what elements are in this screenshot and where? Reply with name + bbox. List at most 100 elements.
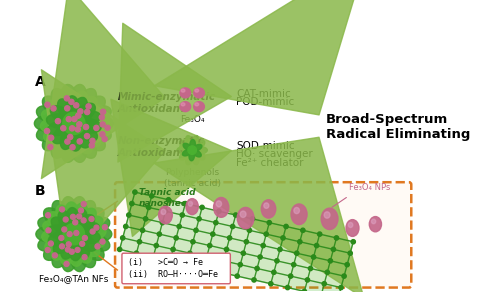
Ellipse shape [74,239,92,263]
Circle shape [102,136,107,142]
Circle shape [95,244,100,249]
Circle shape [45,102,50,107]
Ellipse shape [60,129,76,156]
Text: A: A [35,75,45,89]
Ellipse shape [83,226,112,242]
Circle shape [100,239,105,244]
Ellipse shape [77,236,100,256]
Circle shape [168,259,172,263]
Ellipse shape [76,131,96,158]
Circle shape [66,117,71,122]
Circle shape [160,220,164,225]
Circle shape [81,218,86,223]
Ellipse shape [61,236,76,259]
Ellipse shape [346,220,359,237]
Ellipse shape [76,118,101,133]
Circle shape [314,244,319,248]
Ellipse shape [76,241,96,268]
Text: POD-mimic: POD-mimic [236,98,294,107]
Ellipse shape [68,240,83,266]
Text: CAT-mimic: CAT-mimic [236,89,291,99]
Ellipse shape [291,204,307,225]
Ellipse shape [80,114,108,129]
Circle shape [151,255,156,259]
Ellipse shape [186,152,193,163]
Circle shape [70,126,74,131]
Ellipse shape [195,152,205,160]
Circle shape [76,122,82,127]
Ellipse shape [80,96,106,119]
Circle shape [217,209,221,213]
Ellipse shape [161,209,166,215]
Ellipse shape [192,145,202,151]
Circle shape [82,255,87,260]
Circle shape [130,201,134,206]
Circle shape [72,220,78,225]
Ellipse shape [44,238,68,260]
Circle shape [94,125,99,131]
Circle shape [63,223,84,245]
Ellipse shape [52,201,72,227]
Ellipse shape [58,99,76,122]
Circle shape [200,205,204,210]
Circle shape [84,133,89,139]
Ellipse shape [60,239,76,265]
Circle shape [66,247,70,252]
Circle shape [90,229,95,234]
Circle shape [208,244,212,248]
Ellipse shape [372,219,376,224]
Circle shape [60,126,66,131]
Circle shape [150,194,154,198]
Circle shape [264,232,268,236]
Ellipse shape [56,205,74,230]
Circle shape [183,201,188,206]
Circle shape [60,244,64,249]
Circle shape [78,208,84,213]
Ellipse shape [237,207,254,229]
Ellipse shape [80,238,104,260]
Circle shape [188,146,196,154]
Text: HO· scavenger: HO· scavenger [236,150,313,159]
Ellipse shape [47,100,70,121]
Ellipse shape [36,123,65,141]
Circle shape [157,232,162,236]
Circle shape [140,228,144,232]
Ellipse shape [240,211,246,218]
Ellipse shape [71,209,87,233]
Circle shape [268,281,273,286]
Circle shape [298,240,302,244]
Text: Fe²⁺ chelator: Fe²⁺ chelator [236,158,304,168]
Circle shape [184,263,189,267]
Circle shape [78,109,83,114]
Ellipse shape [43,220,68,237]
Circle shape [171,247,175,251]
Ellipse shape [53,234,74,253]
Circle shape [74,103,79,108]
Text: Polyphenols
(tannic acid): Polyphenols (tannic acid) [164,168,220,188]
Text: B: B [35,184,45,198]
Ellipse shape [188,201,192,206]
Circle shape [124,224,128,229]
Ellipse shape [36,226,64,242]
Ellipse shape [42,109,68,126]
Circle shape [286,285,290,290]
Ellipse shape [51,131,72,158]
Text: (i)   >C═O → Fe: (i) >C═O → Fe [128,258,203,267]
Ellipse shape [195,103,198,106]
Circle shape [134,251,138,255]
Circle shape [144,217,148,221]
Circle shape [70,214,76,219]
Ellipse shape [52,237,72,260]
Ellipse shape [186,199,198,215]
Circle shape [300,228,305,232]
Circle shape [100,109,105,114]
Ellipse shape [52,241,72,268]
Ellipse shape [38,233,66,251]
Circle shape [64,261,69,266]
Circle shape [278,247,282,251]
Ellipse shape [80,208,104,230]
Ellipse shape [80,225,106,240]
Circle shape [222,259,226,263]
Circle shape [154,244,158,248]
Circle shape [48,241,54,246]
